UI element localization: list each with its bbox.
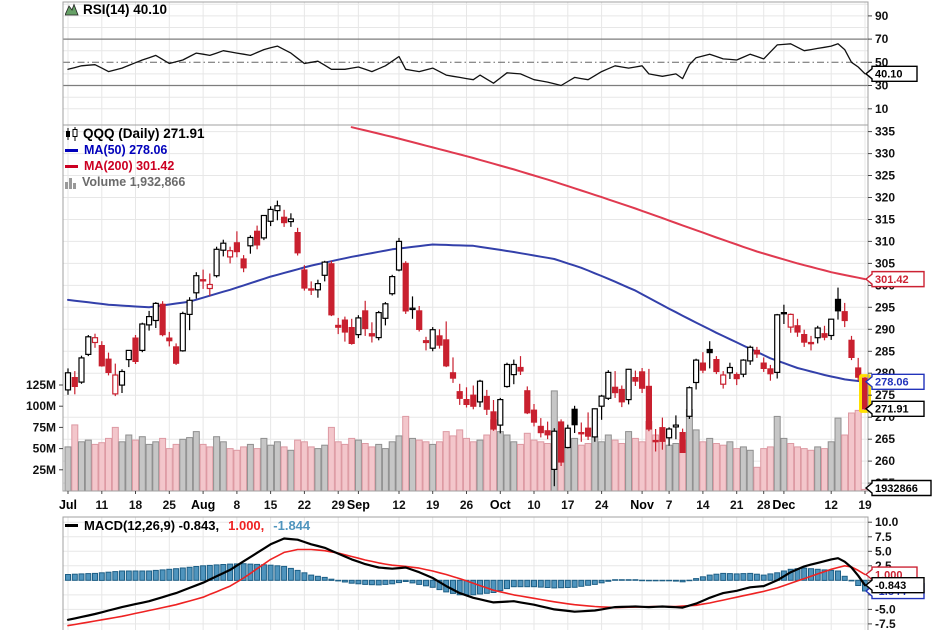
moving-averages xyxy=(67,126,866,383)
ma50-legend-row: MA(50) 278.06 xyxy=(65,143,205,157)
svg-text:29: 29 xyxy=(332,498,346,512)
svg-text:315: 315 xyxy=(875,213,895,227)
svg-text:Oct: Oct xyxy=(490,498,512,512)
svg-text:330: 330 xyxy=(875,147,895,161)
gridlines xyxy=(67,2,866,630)
svg-text:7.5: 7.5 xyxy=(875,530,892,544)
svg-text:290: 290 xyxy=(875,322,895,336)
svg-text:Sep: Sep xyxy=(347,498,370,512)
svg-text:Aug: Aug xyxy=(191,498,215,512)
svg-text:271.91: 271.91 xyxy=(875,404,909,416)
svg-text:295: 295 xyxy=(875,300,895,314)
svg-text:260: 260 xyxy=(875,454,895,468)
svg-text:26: 26 xyxy=(460,498,474,512)
svg-text:19: 19 xyxy=(858,498,872,512)
svg-text:335: 335 xyxy=(875,125,895,139)
volume-bars-icon xyxy=(65,177,76,189)
panel-frames xyxy=(62,1,869,630)
svg-text:19: 19 xyxy=(426,498,440,512)
svg-text:100M: 100M xyxy=(26,399,56,413)
svg-text:40.10: 40.10 xyxy=(875,69,903,81)
svg-text:25M: 25M xyxy=(33,463,56,477)
svg-text:310: 310 xyxy=(875,234,895,248)
svg-text:14: 14 xyxy=(696,498,710,512)
svg-text:12: 12 xyxy=(392,498,406,512)
svg-text:-5.0: -5.0 xyxy=(875,602,896,616)
ma50-line-swatch xyxy=(65,148,78,152)
axis-badges: 40.10301.42278.06271.911932866-1.8441.00… xyxy=(864,65,932,600)
svg-text:25: 25 xyxy=(163,498,177,512)
svg-text:-0.843: -0.843 xyxy=(875,580,906,592)
svg-text:10.0: 10.0 xyxy=(875,515,899,529)
macd-panel xyxy=(63,521,868,627)
ma200-legend-label: MA(200) 301.42 xyxy=(84,159,175,173)
svg-text:305: 305 xyxy=(875,256,895,270)
svg-text:28: 28 xyxy=(757,498,771,512)
candlesticks xyxy=(64,200,871,487)
svg-text:70: 70 xyxy=(875,32,889,46)
svg-text:-7.5: -7.5 xyxy=(875,617,896,630)
svg-text:15: 15 xyxy=(264,498,278,512)
svg-text:265: 265 xyxy=(875,432,895,446)
svg-text:22: 22 xyxy=(298,498,312,512)
svg-text:320: 320 xyxy=(875,191,895,205)
price-legend-title-row: QQQ (Daily) 271.91 xyxy=(65,126,205,141)
svg-text:75M: 75M xyxy=(33,420,56,434)
svg-text:1932866: 1932866 xyxy=(875,483,918,495)
symbol-title-label: QQQ (Daily) 271.91 xyxy=(83,126,205,141)
price-legend: QQQ (Daily) 271.91 MA(50) 278.06 MA(200)… xyxy=(65,126,205,189)
ma50-legend-label: MA(50) 278.06 xyxy=(84,143,168,157)
svg-text:Jul: Jul xyxy=(59,498,77,512)
svg-text:17: 17 xyxy=(561,498,575,512)
svg-text:10: 10 xyxy=(527,498,541,512)
last-candle-highlight xyxy=(859,374,871,413)
svg-text:50M: 50M xyxy=(33,442,56,456)
candlestick-icon xyxy=(66,126,78,141)
svg-text:7: 7 xyxy=(666,498,673,512)
rsi-panel xyxy=(63,3,868,110)
svg-text:10: 10 xyxy=(875,102,889,116)
volume-legend-label: Volume 1,932,866 xyxy=(82,175,186,189)
svg-text:5.0: 5.0 xyxy=(875,544,892,558)
svg-text:275: 275 xyxy=(875,388,895,402)
svg-text:301.42: 301.42 xyxy=(875,274,909,286)
ma200-legend-row: MA(200) 301.42 xyxy=(65,159,205,173)
svg-text:8: 8 xyxy=(234,498,241,512)
svg-text:24: 24 xyxy=(595,498,609,512)
svg-text:325: 325 xyxy=(875,169,895,183)
volume-bars xyxy=(64,390,869,492)
svg-text:Nov: Nov xyxy=(630,498,654,512)
svg-text:11: 11 xyxy=(95,498,108,512)
svg-text:18: 18 xyxy=(129,498,143,512)
svg-text:125M: 125M xyxy=(26,378,56,392)
svg-text:278.06: 278.06 xyxy=(875,377,909,389)
svg-text:Dec: Dec xyxy=(772,498,795,512)
svg-text:285: 285 xyxy=(875,344,895,358)
volume-legend-row: Volume 1,932,866 xyxy=(65,175,205,189)
svg-text:90: 90 xyxy=(875,9,889,23)
svg-text:21: 21 xyxy=(730,498,744,512)
svg-text:12: 12 xyxy=(825,498,839,512)
ma200-line-swatch xyxy=(65,164,78,168)
